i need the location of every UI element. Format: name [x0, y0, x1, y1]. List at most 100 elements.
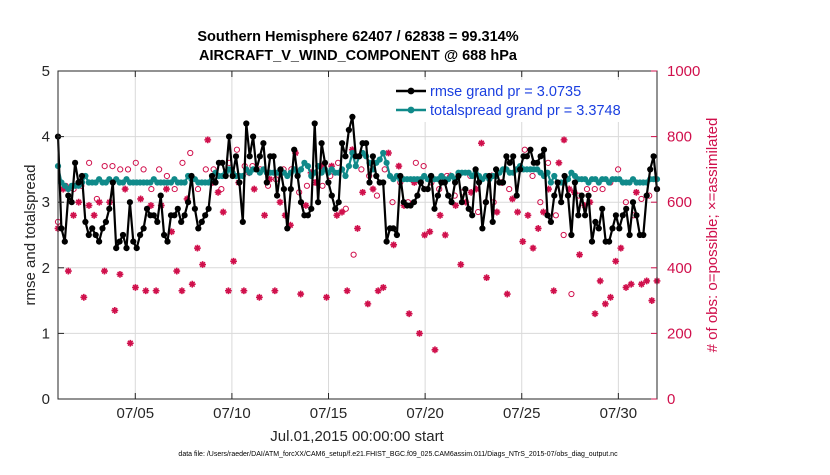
- totalspread-point: [297, 166, 305, 173]
- rmse-point: [349, 113, 356, 120]
- data-file-footnote: data file: /Users/raeder/DAI/ATM_forcXX/…: [178, 451, 618, 458]
- rmse-point: [554, 179, 561, 186]
- rmse-point: [527, 146, 534, 153]
- obs-possible-point: [521, 146, 528, 153]
- rmse-point: [246, 153, 253, 160]
- totalspread-point: [304, 163, 311, 170]
- y-tick-label: 2: [42, 260, 50, 277]
- obs-possible-point: [156, 166, 163, 173]
- y-tick-label: 5: [42, 63, 50, 80]
- obs-assimilated-point: [276, 198, 284, 206]
- y-tick-label: 4: [42, 129, 50, 146]
- totalspread-point: [547, 179, 555, 186]
- obs-assimilated-point: [163, 185, 170, 193]
- rmse-point: [260, 140, 267, 147]
- x-tick-label: 07/30: [600, 405, 638, 422]
- rmse-point: [243, 120, 250, 127]
- obs-assimilated-point: [431, 346, 439, 354]
- obs-possible-markers: [54, 146, 661, 298]
- obs-assimilated-point: [126, 339, 134, 347]
- rmse-point: [523, 153, 531, 160]
- obs-assimilated-point: [426, 228, 434, 236]
- obs-assimilated-point: [436, 211, 444, 219]
- rmse-point: [510, 153, 517, 160]
- rmse-point: [640, 231, 647, 239]
- rmse-point: [150, 212, 157, 219]
- rmse-point: [68, 199, 75, 206]
- obs-assimilated-point: [137, 195, 145, 203]
- obs-assimilated-point: [59, 185, 67, 193]
- rmse-point: [643, 192, 650, 199]
- rmse-point: [448, 199, 455, 206]
- rmse-point: [452, 179, 459, 186]
- totalspread-point: [342, 172, 349, 180]
- obs-assimilated-point: [348, 146, 356, 154]
- obs-possible-point: [101, 163, 108, 170]
- obs-possible-point: [202, 166, 209, 173]
- obs-assimilated-point: [472, 185, 480, 193]
- obs-assimilated-point: [147, 202, 155, 209]
- rmse-point: [113, 245, 120, 252]
- rmse-point: [291, 146, 298, 153]
- x-tick-label: 07/25: [503, 405, 541, 422]
- rmse-point: [540, 146, 548, 153]
- rmse-point: [284, 225, 291, 232]
- x-axis-ticks: 07/05 07/10 07/15 07/20 07/25 07/30: [117, 71, 638, 422]
- obs-possible-point: [303, 182, 311, 189]
- rmse-point: [123, 245, 130, 252]
- y2-tick-label: 400: [667, 260, 692, 277]
- rmse-point: [561, 172, 568, 180]
- obs-assimilated-point: [550, 287, 558, 295]
- obs-possible-point: [591, 185, 598, 193]
- totalspread-point: [383, 159, 390, 166]
- rmse-point: [315, 199, 322, 206]
- y-tick-label: 1: [42, 325, 50, 342]
- obs-assimilated-point: [90, 211, 98, 219]
- rmse-point: [465, 205, 472, 212]
- obs-assimilated-point: [64, 267, 72, 275]
- x-tick-label: 07/15: [310, 405, 348, 422]
- obs-possible-point: [381, 166, 388, 173]
- y2-tick-label: 600: [667, 194, 692, 211]
- legend-rmse-marker: [407, 87, 415, 95]
- obs-assimilated-point: [369, 185, 377, 193]
- obs-possible-point: [179, 159, 186, 166]
- rmse-point: [629, 199, 637, 206]
- rmse-point: [345, 126, 352, 134]
- rmse-point: [185, 199, 192, 206]
- rmse-point: [475, 179, 483, 186]
- rmse-point: [599, 205, 606, 212]
- rmse-point: [445, 192, 452, 199]
- obs-possible-point: [560, 231, 567, 239]
- x-axis-label: Jul.01,2015 00:00:00 start: [270, 428, 444, 445]
- rmse-point: [137, 231, 144, 239]
- obs-assimilated-point: [364, 300, 372, 308]
- obs-possible-point: [544, 159, 552, 166]
- obs-possible-point: [171, 185, 178, 193]
- obs-assimilated-point: [374, 287, 382, 295]
- rmse-point: [109, 179, 116, 186]
- obs-assimilated-point: [627, 280, 635, 288]
- obs-assimilated-point: [317, 162, 325, 170]
- obs-assimilated-point: [173, 267, 181, 275]
- obs-assimilated-point: [612, 257, 620, 265]
- obs-possible-point: [615, 166, 622, 173]
- rmse-point: [308, 205, 315, 212]
- obs-assimilated-point: [622, 284, 630, 291]
- rmse-point: [236, 179, 243, 186]
- obs-possible-point: [187, 149, 194, 157]
- rmse-point: [417, 179, 424, 186]
- y2-tick-label: 800: [667, 129, 692, 146]
- obs-assimilated-point: [214, 188, 222, 196]
- obs-possible-point: [148, 185, 155, 193]
- rmse-point: [414, 192, 421, 199]
- obs-possible-point: [342, 205, 349, 212]
- obs-possible-point: [389, 199, 396, 206]
- rmse-point: [595, 225, 602, 232]
- x-tick-label: 07/05: [117, 405, 155, 422]
- rmse-point: [219, 159, 226, 166]
- obs-assimilated-point: [560, 136, 568, 144]
- obs-possible-point: [638, 195, 645, 203]
- x-tick-label: 07/20: [406, 405, 444, 422]
- totalspread-point: [551, 172, 558, 180]
